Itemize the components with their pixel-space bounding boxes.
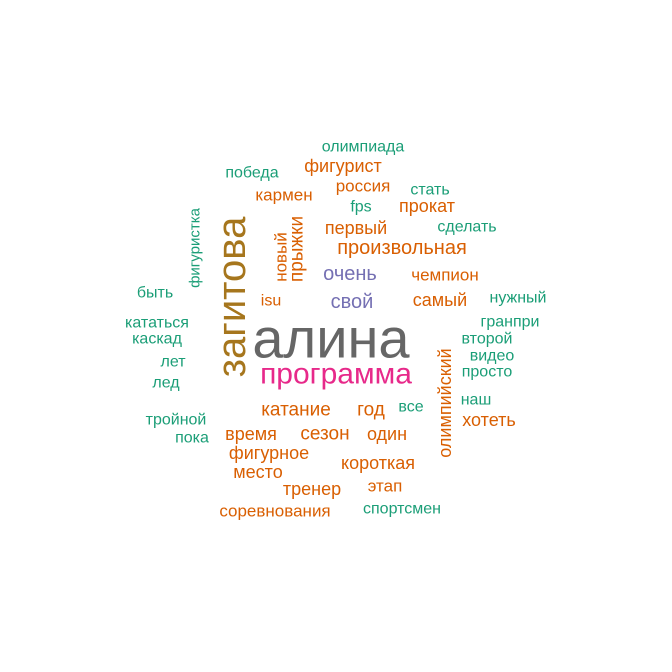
cloud-word: программа (260, 358, 412, 391)
cloud-word: этап (368, 477, 403, 496)
cloud-word: быть (137, 285, 173, 302)
cloud-word: свой (331, 291, 374, 313)
cloud-word: катание (261, 400, 331, 421)
cloud-word: лет (160, 354, 186, 371)
cloud-word: россия (336, 177, 391, 196)
cloud-word: олимпийский (435, 348, 455, 457)
cloud-word: хотеть (462, 410, 516, 430)
cloud-word: тройной (146, 412, 207, 429)
cloud-word: видео (470, 348, 515, 365)
cloud-word: фигурист (304, 156, 382, 176)
cloud-word: стать (410, 182, 449, 199)
cloud-word: произвольная (337, 237, 467, 259)
cloud-word: чемпион (411, 266, 479, 285)
cloud-word: fps (350, 199, 371, 216)
cloud-word: гранпри (481, 314, 540, 331)
cloud-word: время (225, 424, 277, 444)
cloud-word: загитова (210, 216, 254, 377)
cloud-word: олимпиада (322, 139, 405, 156)
cloud-word: год (357, 400, 385, 421)
cloud-word: лед (152, 375, 180, 392)
cloud-word: место (233, 462, 282, 482)
cloud-word: все (398, 399, 423, 416)
cloud-word: прокат (399, 196, 455, 216)
cloud-word: алина (252, 307, 410, 370)
cloud-word: самый (413, 290, 467, 310)
cloud-word: новый (272, 232, 291, 282)
cloud-word: кармен (255, 186, 312, 205)
cloud-word: сезон (300, 424, 349, 445)
cloud-word: сделать (437, 219, 496, 236)
cloud-word: короткая (341, 453, 415, 473)
cloud-word: пока (175, 430, 209, 447)
cloud-word: очень (323, 263, 377, 285)
cloud-word: фигуристка (187, 207, 204, 288)
cloud-word: прыжки (287, 216, 308, 282)
cloud-word: isu (261, 293, 281, 310)
cloud-word: спортсмен (363, 501, 441, 518)
cloud-word: каскад (132, 331, 183, 348)
cloud-word: первый (325, 218, 387, 238)
cloud-word: соревнования (219, 502, 330, 521)
cloud-word: наш (461, 392, 492, 409)
cloud-word: просто (462, 364, 513, 381)
cloud-word: фигурное (229, 443, 309, 463)
cloud-word: второй (462, 331, 513, 348)
cloud-word: нужный (490, 290, 547, 307)
cloud-word: тренер (283, 479, 341, 499)
cloud-word: один (367, 424, 407, 444)
cloud-word: победа (225, 165, 278, 182)
cloud-word: кататься (125, 315, 189, 332)
